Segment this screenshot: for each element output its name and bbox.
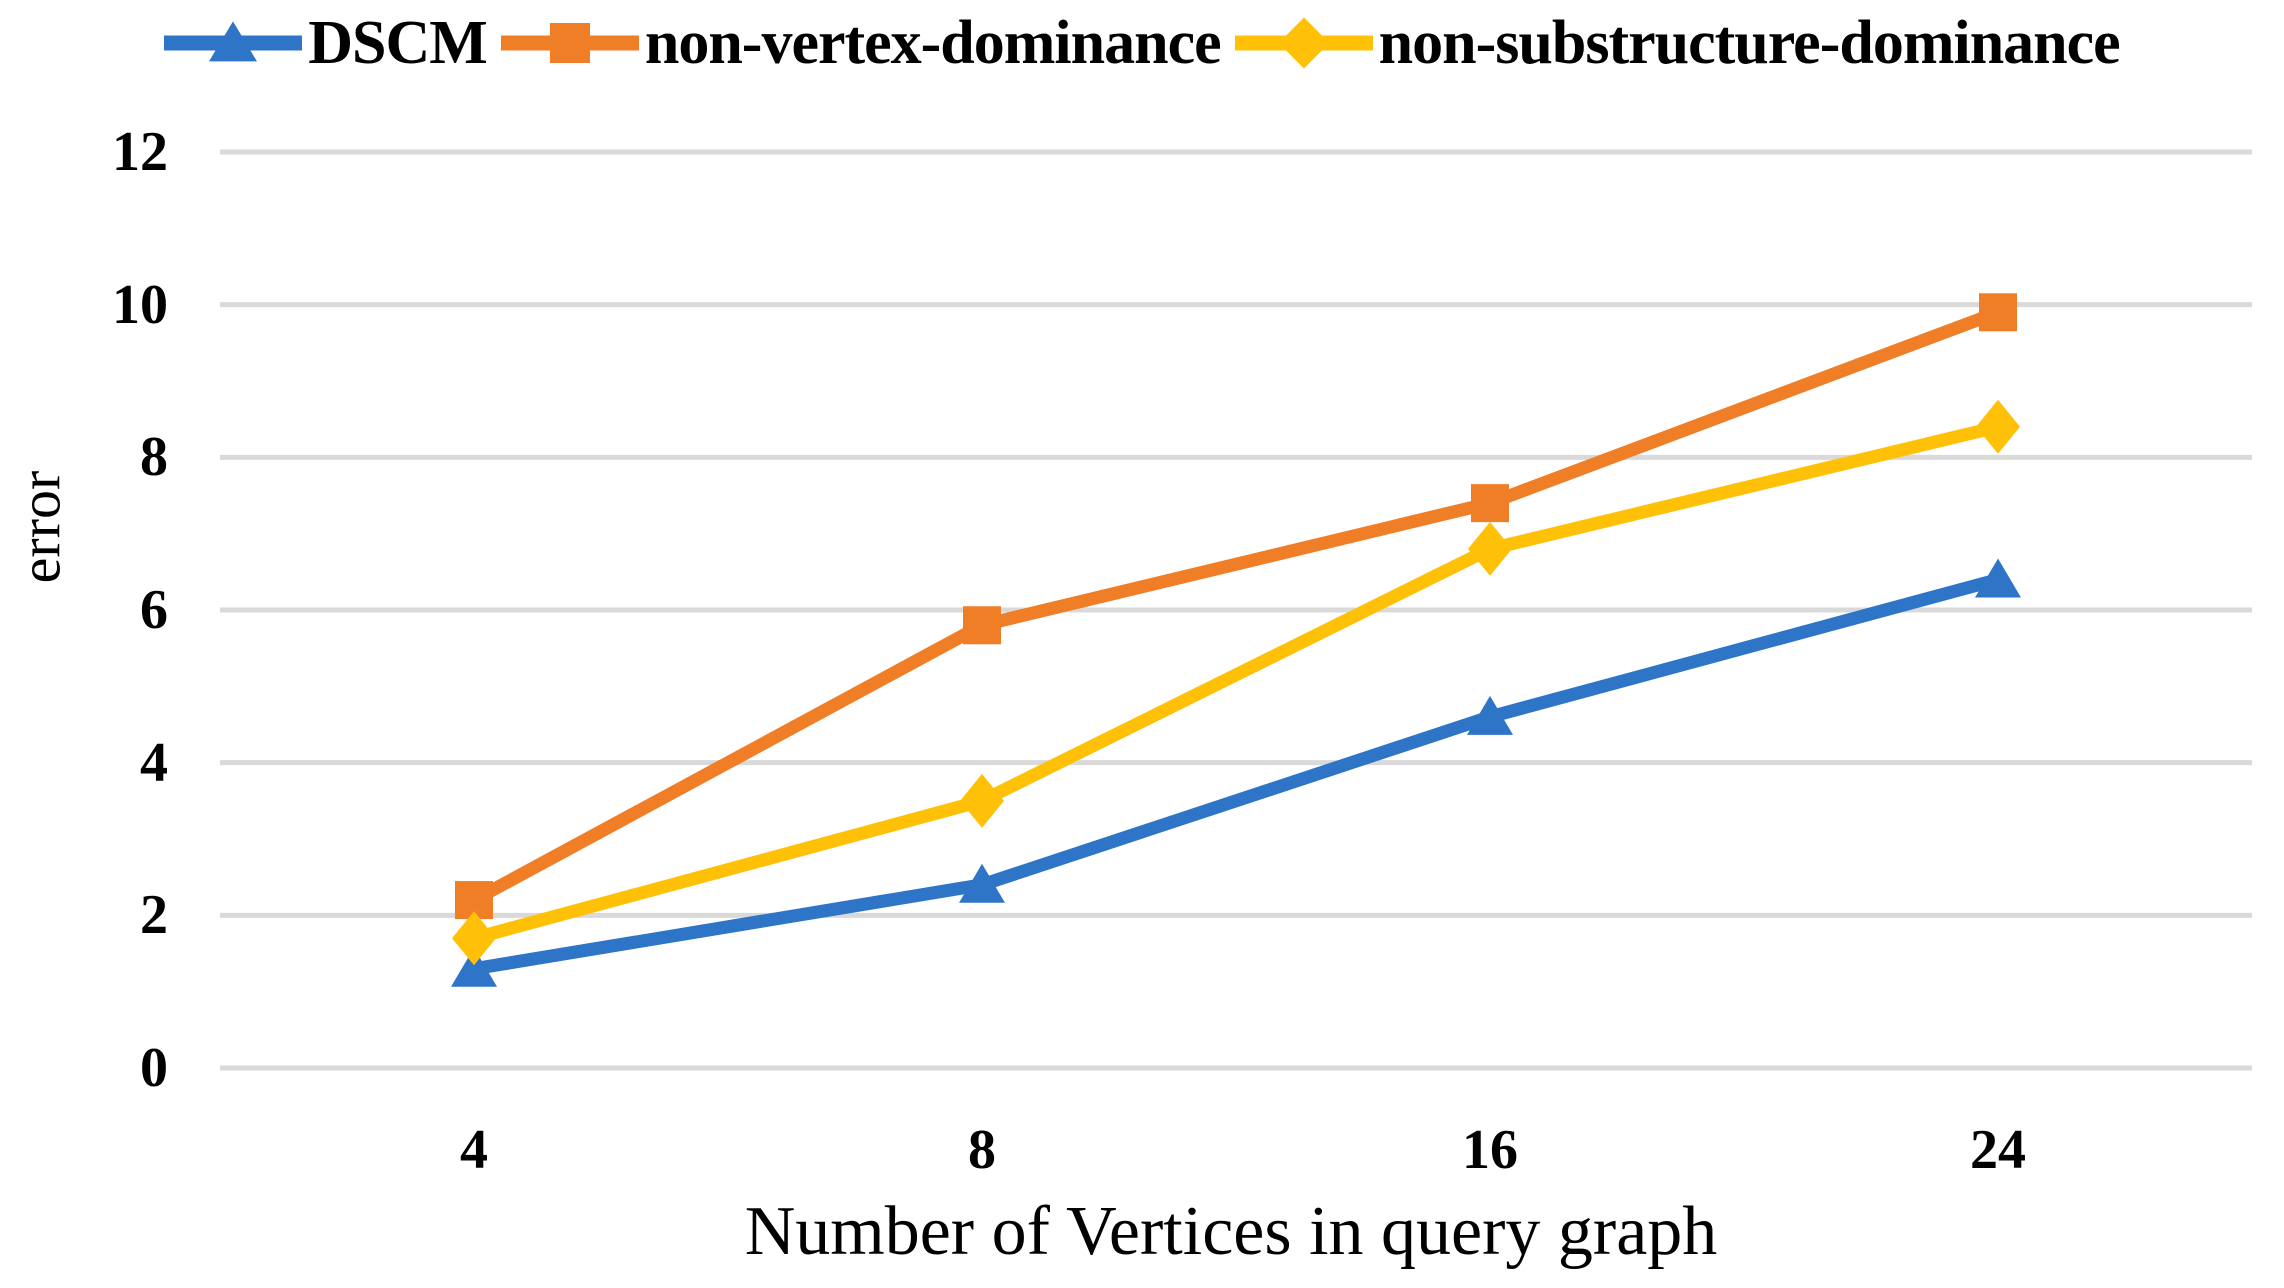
- data-point-non-vertex-dominance-24: [1979, 293, 2017, 332]
- y-tick-label-6: 6: [140, 579, 168, 641]
- y-tick-label-4: 4: [140, 731, 168, 794]
- y-tick-label-8: 8: [140, 426, 168, 489]
- legend-label-non-substructure-dominance: non-substructure-dominance: [1378, 9, 2121, 77]
- data-point-non-substructure-dominance-16: [1468, 521, 1512, 576]
- data-point-DSCM-4: [451, 947, 497, 987]
- square-icon: [549, 23, 590, 63]
- series-line-non-substructure-dominance: [472, 420, 2000, 945]
- legend-item-DSCM: DSCM: [164, 3, 488, 83]
- legend: DSCM non-vertex-dominance non-substructure…: [0, 0, 2284, 86]
- y-tick-label-12: 12: [112, 121, 168, 183]
- triangle-icon: [209, 21, 258, 62]
- legend-label-DSCM: DSCM: [308, 9, 488, 77]
- legend-swatch: [500, 3, 639, 83]
- y-tick-label-0: 0: [140, 1037, 168, 1099]
- data-point-non-vertex-dominance-8: [963, 606, 1001, 645]
- data-point-non-substructure-dominance-24: [1976, 399, 2020, 454]
- legend-swatch: [164, 3, 303, 83]
- x-tick-label-8: 8: [968, 1119, 996, 1181]
- y-axis-title: error: [7, 470, 73, 584]
- legend-item-non-vertex-dominance: non-vertex-dominance: [500, 3, 1222, 83]
- x-tick-label-4: 4: [460, 1119, 488, 1181]
- legend-swatch: [1234, 3, 1373, 83]
- diamond-icon: [1278, 17, 1330, 69]
- legend-item-non-substructure-dominance: non-substructure-dominance: [1234, 3, 2121, 83]
- x-tick-label-24: 24: [1970, 1119, 2026, 1181]
- data-point-non-substructure-dominance-4: [452, 911, 496, 966]
- x-axis-title: Number of Vertices in query graph: [744, 1193, 1718, 1270]
- legend-label-non-vertex-dominance: non-vertex-dominance: [644, 9, 1222, 77]
- x-axis-tick-labels: 4 8 16 24: [0, 1118, 2284, 1198]
- x-tick-label-16: 16: [1462, 1119, 1518, 1181]
- data-point-non-substructure-dominance-8: [960, 773, 1004, 828]
- y-axis-tick-labels: 0 2 4 6 8 10 12: [0, 0, 170, 1288]
- data-point-DSCM-24: [1975, 558, 2021, 598]
- data-point-DSCM-16: [1467, 695, 1513, 735]
- y-tick-label-2: 2: [140, 884, 168, 947]
- data-point-DSCM-8: [959, 863, 1005, 903]
- series-line-DSCM: [472, 573, 2000, 976]
- data-point-non-vertex-dominance-16: [1471, 484, 1509, 523]
- series-line-non-vertex-dominance: [470, 306, 2001, 906]
- y-tick-label-10: 10: [112, 273, 168, 336]
